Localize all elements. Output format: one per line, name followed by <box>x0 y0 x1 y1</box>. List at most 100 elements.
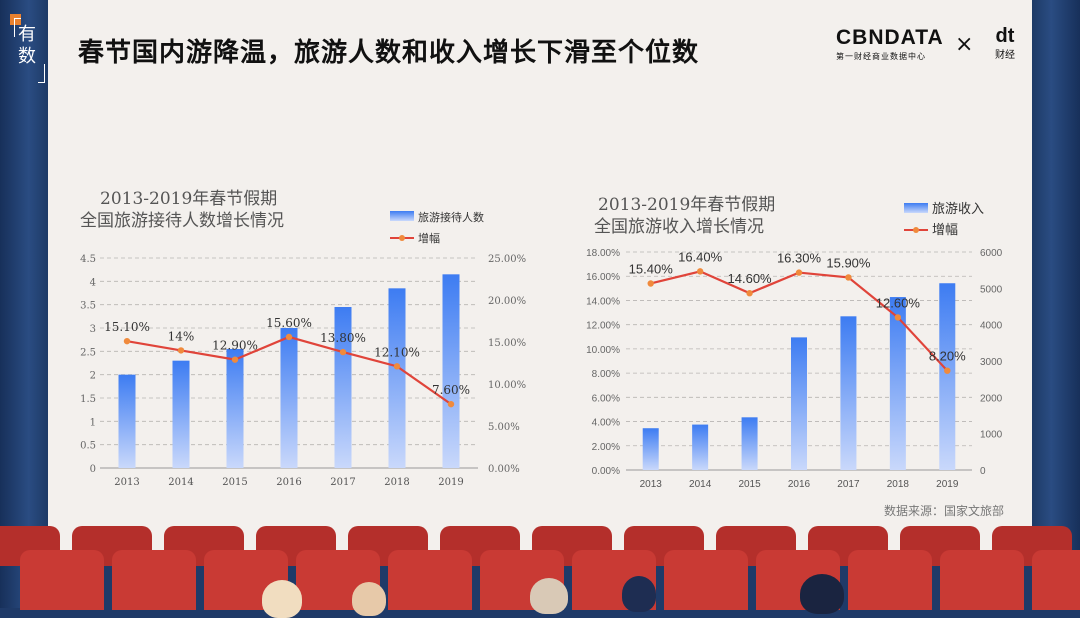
chart-1-line-point <box>123 337 131 345</box>
chart-2-y-right-tick: 0 <box>980 466 986 477</box>
chart-1-x-tick: 2014 <box>168 477 193 488</box>
chart-2-data-label: 16.30% <box>777 251 822 266</box>
chart-2-y-left-tick: 14.00% <box>586 296 620 307</box>
chart-2-bar <box>741 417 758 470</box>
chart-2-y-right-tick: 3000 <box>980 357 1003 368</box>
chart-1-x-tick: 2015 <box>222 477 247 488</box>
chart-1-line-point <box>177 347 185 354</box>
chart-2-data-label: 14.60% <box>728 271 773 286</box>
badge-bracket-top <box>14 18 21 37</box>
chart-1-data-label: 13.80% <box>320 331 366 345</box>
chart-2-x-tick: 2018 <box>887 479 910 490</box>
chart-1-y-right-tick: 5.00% <box>488 422 520 433</box>
chart-1-line-point <box>231 356 239 363</box>
chart-2-bar <box>939 283 956 470</box>
chart-1-bar <box>334 307 352 468</box>
chart-1-x-tick: 2016 <box>276 477 301 488</box>
page-title: 春节国内游降温，旅游人数和收入增长下滑至个位数 <box>78 38 700 68</box>
logo2-sub-text: 财经 <box>995 50 1015 61</box>
chart-2-line-point <box>845 274 852 281</box>
chart-2-legend-bar-label: 旅游收入 <box>932 202 984 217</box>
chart-1-bar <box>388 288 406 468</box>
badge-square <box>10 14 21 25</box>
chart-2-data-label: 8.20% <box>929 349 966 364</box>
chart-2-bar <box>840 316 857 470</box>
chart-1-x-tick: 2017 <box>330 477 355 488</box>
chart-2-y-left-tick: 8.00% <box>592 369 620 380</box>
chart-1-data-label: 15.60% <box>266 316 312 330</box>
chart-1-y-left-tick: 4.5 <box>80 254 96 265</box>
chart-2-legend-bar-swatch <box>904 203 928 213</box>
chart-1-line-point <box>393 363 401 370</box>
chart-1-y-left-tick: 0 <box>90 464 96 475</box>
chart-2-data-label: 16.40% <box>678 249 723 264</box>
chart-2-y-left-tick: 4.00% <box>592 418 620 429</box>
audience-head <box>622 576 656 612</box>
chart-2-line-point <box>647 280 654 287</box>
chart-2-x-tick: 2019 <box>936 479 959 490</box>
times-icon: × <box>955 32 974 57</box>
chart-1-data-label: 12.90% <box>212 339 258 353</box>
logo-sub-text: 第一财经商业数据中心 <box>836 52 926 61</box>
curtain-right <box>1032 0 1080 608</box>
chart-2-y-left-tick: 10.00% <box>586 345 620 356</box>
chart-2-legend-line-label: 增幅 <box>932 223 958 238</box>
chart-2-y-left-tick: 6.00% <box>592 393 620 404</box>
chart-2-x-tick: 2014 <box>689 479 712 490</box>
chart-2-bar <box>889 297 906 470</box>
chart-2-title-line-2: 全国旅游收入增长情况 <box>594 217 764 237</box>
dt-caijing-logo: dt 财经 <box>988 26 1022 61</box>
chart-2-bar <box>642 428 659 470</box>
theater-seat <box>112 550 196 610</box>
chart-1-title-line-1: 2013-2019年春节假期 <box>100 189 277 209</box>
logo-main-text: CBNDATA <box>836 26 944 49</box>
theater-seat <box>20 550 104 610</box>
youshu-badge: 有数 <box>8 12 48 83</box>
chart-1-data-label: 7.60% <box>432 383 470 397</box>
chart-2-title-line-1: 2013-2019年春节假期 <box>598 195 775 215</box>
chart-1-bar <box>280 328 298 468</box>
theater-seat <box>664 550 748 610</box>
chart-2-data-label: 15.40% <box>629 261 674 276</box>
chart-1-x-tick: 2018 <box>384 477 409 488</box>
data-source-note: 数据来源：国家文旅部 <box>884 504 1005 518</box>
chart-2-x-tick: 2015 <box>738 479 761 490</box>
badge-text: 有数 <box>18 24 36 67</box>
theater-seat <box>848 550 932 610</box>
theater-seat <box>388 550 472 610</box>
chart-2-y-left-tick: 0.00% <box>592 466 620 477</box>
chart-2-bar <box>692 424 709 470</box>
chart-1-y-left-tick: 2 <box>90 371 96 382</box>
chart-2-data-label: 15.90% <box>826 255 871 270</box>
chart-2-y-left-tick: 16.00% <box>586 272 620 283</box>
chart-1-y-right-tick: 10.00% <box>488 380 526 391</box>
chart-1-y-left-tick: 0.5 <box>80 441 96 452</box>
chart-1-line-point <box>339 348 347 356</box>
chart-2-legend-line-marker <box>913 227 919 233</box>
chart-2-x-tick: 2017 <box>837 479 860 490</box>
chart-2-line-point <box>746 289 753 297</box>
chart-2-y-left-tick: 2.00% <box>592 442 620 453</box>
chart-2-y-right-tick: 4000 <box>980 321 1003 332</box>
screen-background <box>48 0 1032 560</box>
chart-1-y-right-tick: 15.00% <box>488 338 526 349</box>
audience-head <box>800 574 844 614</box>
chart-2-y-left-tick: 18.00% <box>586 248 620 259</box>
chart-1-title-line-2: 全国旅游接待人数增长情况 <box>80 211 284 231</box>
chart-2-y-left-tick: 12.00% <box>586 321 620 332</box>
chart-1-x-tick: 2019 <box>438 477 463 488</box>
chart-2-x-tick: 2016 <box>788 479 811 490</box>
chart-1-legend-bar-label: 旅游接待人数 <box>418 210 484 224</box>
logo2-main-text: dt <box>995 25 1015 47</box>
chart-2-y-right-tick: 5000 <box>980 284 1003 295</box>
chart-1-y-right-tick: 0.00% <box>488 464 520 475</box>
chart-1-data-label: 12.10% <box>374 345 420 359</box>
chart-1-y-left-tick: 2.5 <box>80 347 96 358</box>
chart-1-y-left-tick: 4 <box>90 277 96 288</box>
chart-1-y-left-tick: 3.5 <box>80 301 96 312</box>
chart-1-line-point <box>447 400 455 408</box>
chart-2-line-point <box>944 367 951 374</box>
chart-1-y-right-tick: 25.00% <box>488 254 526 265</box>
chart-2-line-point <box>894 314 902 321</box>
